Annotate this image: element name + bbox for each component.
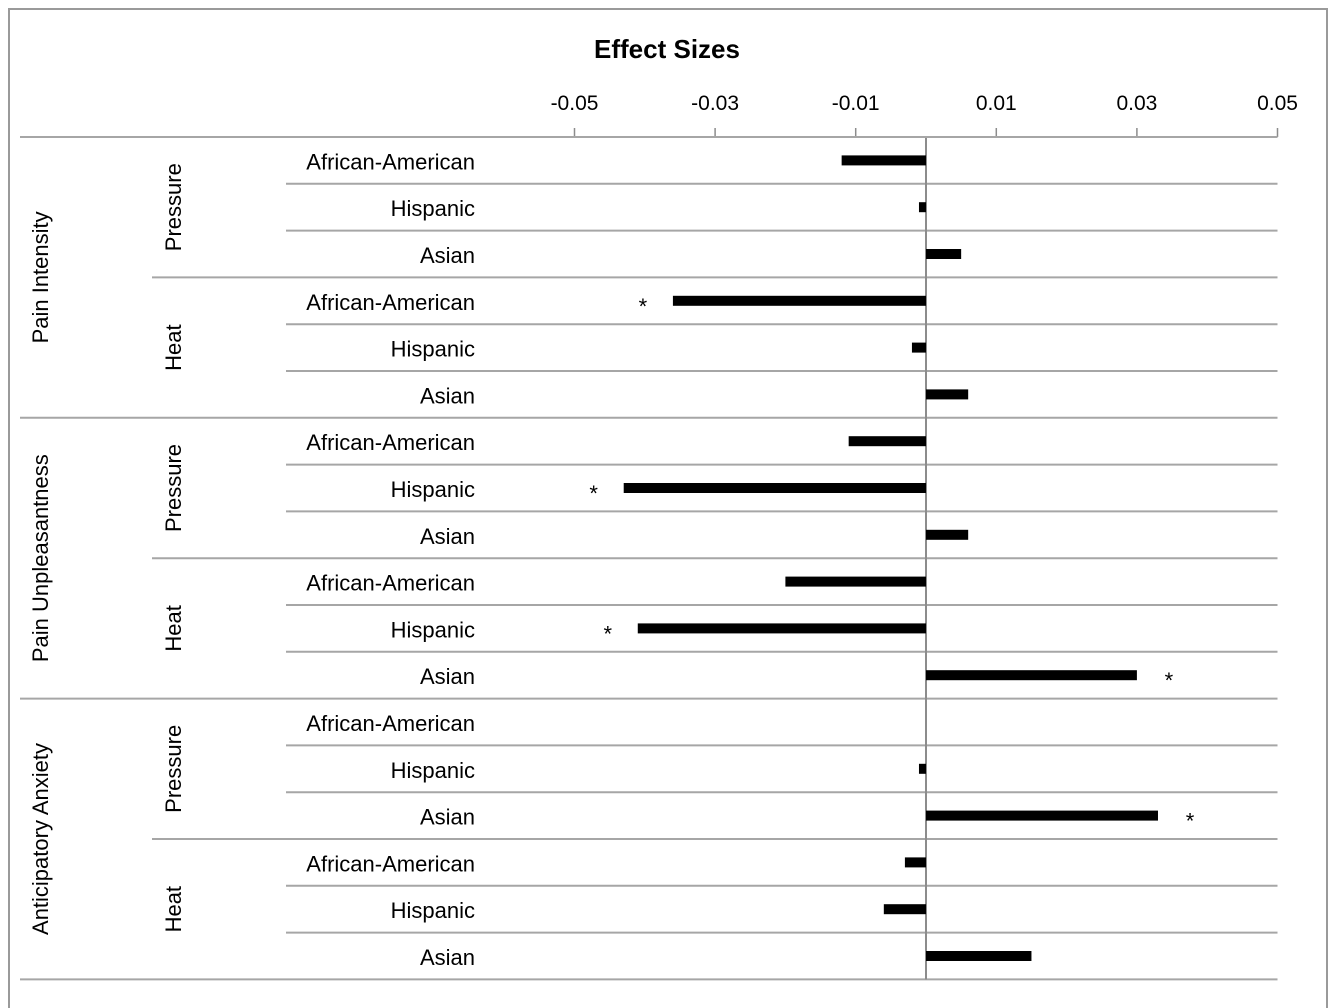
significance-marker: * bbox=[1186, 809, 1195, 834]
bar bbox=[918, 763, 926, 774]
category-label: African-American bbox=[306, 711, 475, 736]
subgroup-label: Pressure bbox=[161, 163, 186, 251]
significance-marker: * bbox=[639, 294, 648, 319]
significance-marker: * bbox=[1165, 668, 1174, 693]
bar bbox=[926, 810, 1158, 821]
grid-layer bbox=[20, 137, 1278, 981]
bar bbox=[785, 576, 926, 587]
bars: * * * * * bbox=[589, 155, 1195, 961]
bar bbox=[623, 483, 926, 493]
bar bbox=[926, 389, 969, 400]
category-label: Hispanic bbox=[391, 337, 475, 362]
bar bbox=[841, 155, 926, 166]
subgroup-label: Heat bbox=[161, 605, 186, 651]
category-label: Asian bbox=[420, 664, 475, 689]
bar bbox=[926, 670, 1137, 681]
category-label: African-American bbox=[306, 149, 475, 174]
category-label: Hispanic bbox=[391, 196, 475, 221]
subgroup-label: Pressure bbox=[161, 725, 186, 813]
bar bbox=[883, 904, 926, 915]
bar bbox=[904, 857, 926, 868]
category-label: Asian bbox=[420, 243, 475, 268]
category-label: Asian bbox=[420, 383, 475, 408]
category-label: Hispanic bbox=[391, 898, 475, 923]
category-label: Hispanic bbox=[391, 617, 475, 642]
x-tick-label: 0.05 bbox=[1257, 92, 1298, 115]
bar bbox=[926, 951, 1032, 961]
significance-marker: * bbox=[603, 621, 612, 646]
category-label: Hispanic bbox=[391, 477, 475, 502]
chart-title: Effect Sizes bbox=[594, 34, 740, 64]
category-label: Asian bbox=[420, 805, 475, 830]
group-label: Anticipatory Anxiety bbox=[28, 743, 53, 935]
bar bbox=[911, 342, 926, 353]
bar bbox=[926, 249, 962, 259]
category-label: Hispanic bbox=[391, 758, 475, 783]
bar bbox=[637, 623, 926, 634]
bar bbox=[926, 529, 969, 540]
bar bbox=[848, 436, 926, 447]
category-label: Asian bbox=[420, 524, 475, 549]
subgroup-label: Pressure bbox=[161, 444, 186, 532]
subgroup-label: Heat bbox=[161, 886, 186, 932]
category-label: Asian bbox=[420, 945, 475, 970]
category-labels: African-American Hispanic Asian Pressure Afr… bbox=[28, 149, 475, 970]
chart-frame bbox=[8, 8, 1328, 1008]
x-tick-label: 0.03 bbox=[1116, 92, 1157, 115]
group-label: Pain Unpleasantness bbox=[28, 454, 53, 662]
x-axis: -0.05 -0.03 -0.01 0.01 0.03 0.05 bbox=[20, 92, 1298, 138]
category-label: African-American bbox=[306, 290, 475, 315]
x-tick-label: -0.01 bbox=[832, 92, 880, 115]
category-label: African-American bbox=[306, 851, 475, 876]
bar bbox=[672, 295, 926, 306]
x-tick-label: -0.05 bbox=[551, 92, 599, 115]
x-tick-label: 0.01 bbox=[976, 92, 1017, 115]
category-label: African-American bbox=[306, 430, 475, 455]
subgroup-label: Heat bbox=[161, 324, 186, 370]
category-label: African-American bbox=[306, 571, 475, 596]
x-tick-label: -0.03 bbox=[691, 92, 739, 115]
significance-marker: * bbox=[589, 481, 598, 506]
group-label: Pain Intensity bbox=[28, 211, 53, 343]
bar bbox=[918, 202, 926, 213]
